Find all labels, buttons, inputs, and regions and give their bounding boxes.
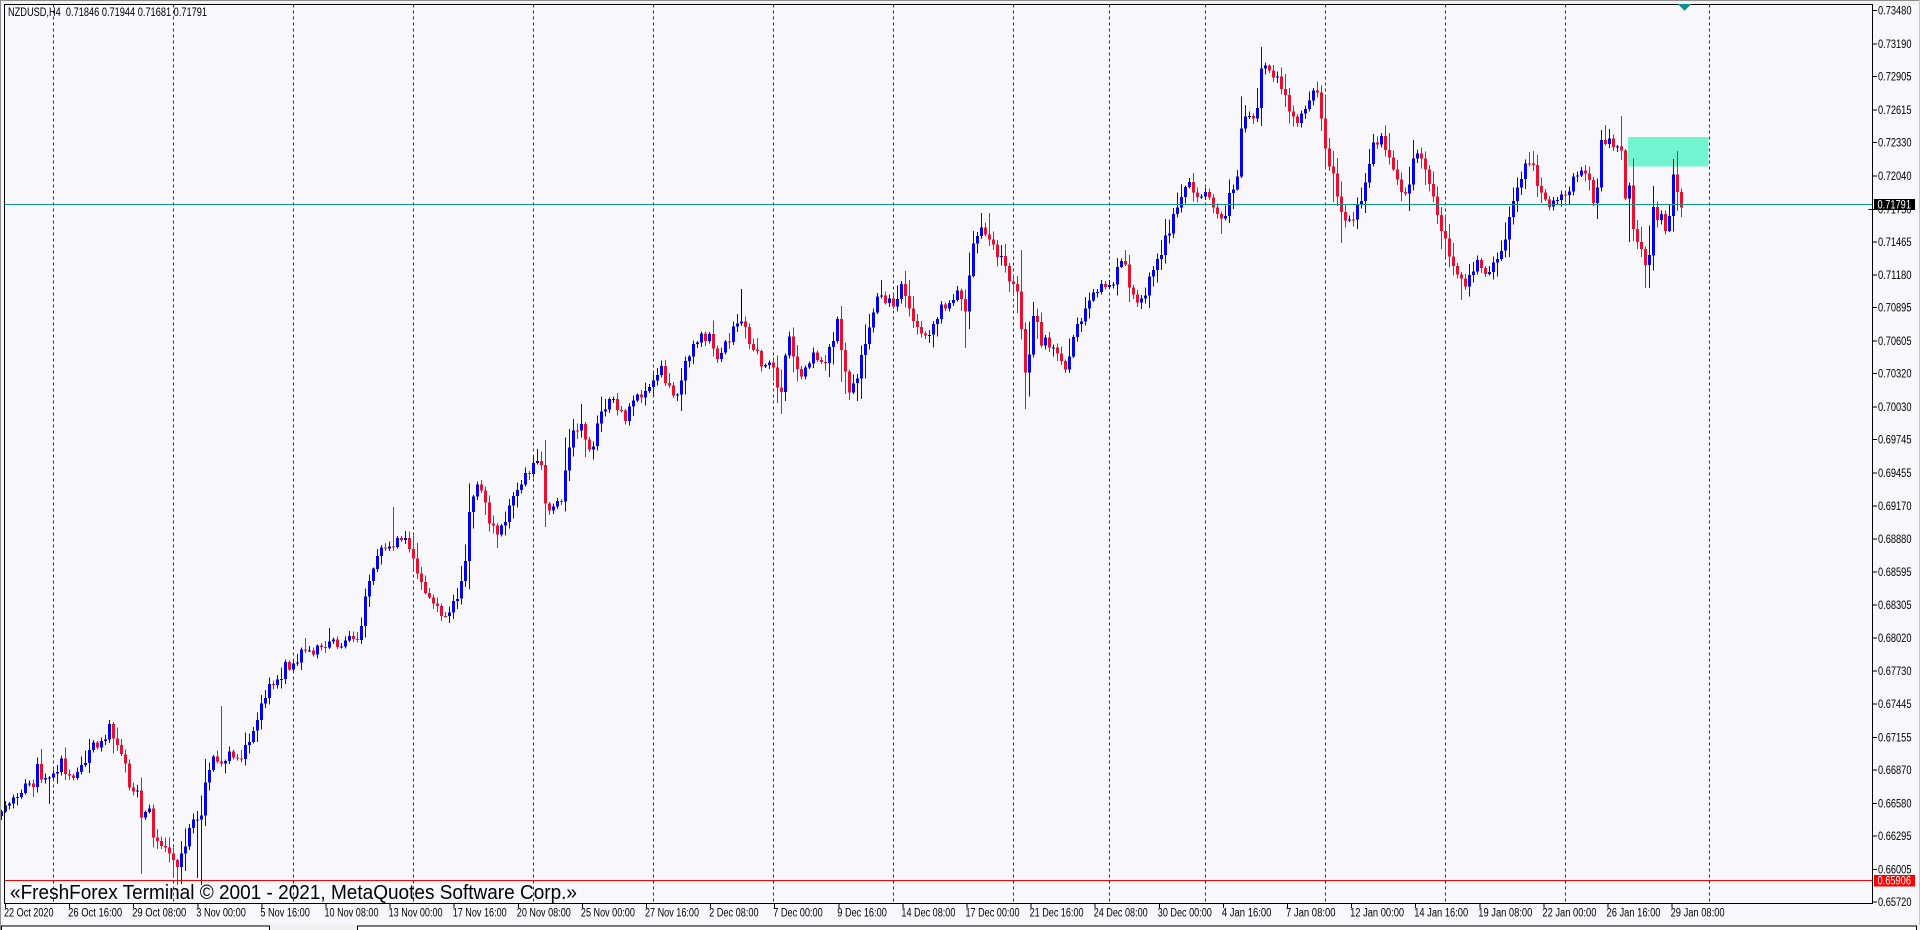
svg-text:0.71791: 0.71791	[1878, 199, 1912, 211]
svg-text:0.68305: 0.68305	[1878, 600, 1912, 612]
svg-text:0.65720: 0.65720	[1878, 897, 1912, 909]
svg-text:0.68595: 0.68595	[1878, 567, 1912, 579]
svg-text:24 Dec 08:00: 24 Dec 08:00	[1094, 908, 1148, 920]
svg-text:29 Jan 08:00: 29 Jan 08:00	[1671, 908, 1725, 920]
svg-text:0.68020: 0.68020	[1878, 633, 1912, 645]
svg-text:29 Oct 08:00: 29 Oct 08:00	[132, 908, 186, 920]
svg-text:NZDUSD,H4 0.71846 0.71944 0.7: NZDUSD,H4 0.71846 0.71944 0.71681 0.7179…	[8, 5, 207, 19]
svg-text:0.72905: 0.72905	[1878, 72, 1912, 84]
svg-text:0.72330: 0.72330	[1878, 138, 1912, 150]
svg-text:17 Nov 16:00: 17 Nov 16:00	[453, 908, 507, 920]
svg-text:17 Dec 00:00: 17 Dec 00:00	[966, 908, 1020, 920]
svg-text:22 Oct 2020: 22 Oct 2020	[4, 908, 54, 920]
svg-text:«FreshForex Terminal © 2001 -: «FreshForex Terminal © 2001 - 2021, Meta…	[10, 881, 577, 904]
svg-text:0.66005: 0.66005	[1878, 864, 1912, 876]
svg-text:0.70320: 0.70320	[1878, 369, 1912, 381]
svg-text:0.67155: 0.67155	[1878, 732, 1912, 744]
svg-text:27 Nov 16:00: 27 Nov 16:00	[645, 908, 699, 920]
svg-text:21 Dec 16:00: 21 Dec 16:00	[1030, 908, 1084, 920]
svg-text:0.72615: 0.72615	[1878, 105, 1912, 117]
svg-text:9 Dec 16:00: 9 Dec 16:00	[837, 908, 887, 920]
svg-text:0.70030: 0.70030	[1878, 402, 1912, 414]
svg-text:0.66580: 0.66580	[1878, 798, 1912, 810]
svg-text:20 Nov 08:00: 20 Nov 08:00	[517, 908, 571, 920]
svg-text:0.73480: 0.73480	[1878, 6, 1912, 18]
svg-text:0.66295: 0.66295	[1878, 831, 1912, 843]
svg-text:5 Nov 16:00: 5 Nov 16:00	[260, 908, 310, 920]
svg-text:0.69745: 0.69745	[1878, 435, 1912, 447]
svg-text:0.69170: 0.69170	[1878, 501, 1912, 513]
svg-text:0.71180: 0.71180	[1878, 270, 1912, 282]
svg-text:0.72040: 0.72040	[1878, 171, 1912, 183]
svg-text:0.71465: 0.71465	[1878, 237, 1912, 249]
svg-text:19 Jan 08:00: 19 Jan 08:00	[1478, 908, 1532, 920]
svg-text:0.70605: 0.70605	[1878, 336, 1912, 348]
svg-text:0.68880: 0.68880	[1878, 534, 1912, 546]
svg-text:14 Dec 08:00: 14 Dec 08:00	[901, 908, 955, 920]
svg-text:0.69455: 0.69455	[1878, 468, 1912, 480]
svg-text:12 Jan 00:00: 12 Jan 00:00	[1350, 908, 1404, 920]
svg-text:14 Jan 16:00: 14 Jan 16:00	[1414, 908, 1468, 920]
svg-text:25 Nov 00:00: 25 Nov 00:00	[581, 908, 635, 920]
svg-text:0.70895: 0.70895	[1878, 303, 1912, 315]
svg-text:7 Dec 00:00: 7 Dec 00:00	[773, 908, 823, 920]
svg-text:4 Jan 16:00: 4 Jan 16:00	[1222, 908, 1272, 920]
svg-text:0.65906: 0.65906	[1878, 876, 1912, 888]
svg-text:0.66870: 0.66870	[1878, 765, 1912, 777]
svg-text:10 Nov 08:00: 10 Nov 08:00	[325, 908, 379, 920]
svg-text:0.67730: 0.67730	[1878, 666, 1912, 678]
svg-text:30 Dec 00:00: 30 Dec 00:00	[1158, 908, 1212, 920]
svg-text:0.67445: 0.67445	[1878, 699, 1912, 711]
svg-text:22 Jan 00:00: 22 Jan 00:00	[1542, 908, 1596, 920]
svg-text:7 Jan 08:00: 7 Jan 08:00	[1286, 908, 1336, 920]
svg-text:26 Oct 16:00: 26 Oct 16:00	[68, 908, 122, 920]
svg-text:2 Dec 08:00: 2 Dec 08:00	[709, 908, 759, 920]
svg-text:0.73190: 0.73190	[1878, 39, 1912, 51]
svg-text:26 Jan 16:00: 26 Jan 16:00	[1607, 908, 1661, 920]
svg-text:3 Nov 00:00: 3 Nov 00:00	[196, 908, 246, 920]
svg-text:13 Nov 00:00: 13 Nov 00:00	[389, 908, 443, 920]
